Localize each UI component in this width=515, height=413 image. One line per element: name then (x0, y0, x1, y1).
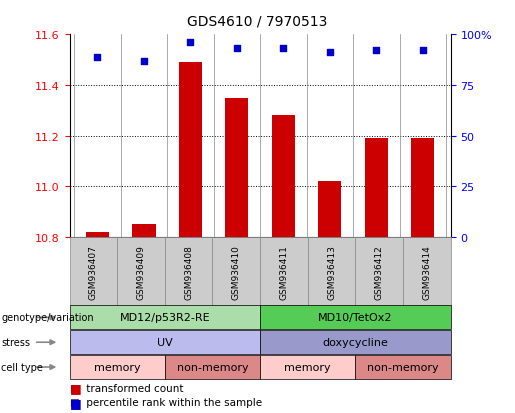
Text: MD12/p53R2-RE: MD12/p53R2-RE (119, 313, 210, 323)
Text: memory: memory (284, 362, 331, 372)
Text: GSM936414: GSM936414 (422, 244, 431, 299)
Point (279, 46, 287, 52)
Text: GSM936407: GSM936407 (89, 244, 98, 299)
Text: ■: ■ (70, 396, 81, 409)
Bar (225, 98, 248, 237)
Text: non-memory: non-memory (177, 362, 248, 372)
Bar (365, 139, 388, 237)
Text: genotype/variation: genotype/variation (1, 313, 94, 323)
Point (325, 50, 334, 57)
Text: GSM936409: GSM936409 (136, 244, 145, 299)
Point (140, 58, 148, 65)
Text: ■  transformed count: ■ transformed count (70, 383, 183, 393)
Point (186, 40, 195, 47)
Text: stress: stress (1, 337, 30, 347)
Bar (272, 116, 295, 237)
Text: GSM936413: GSM936413 (327, 244, 336, 299)
Text: UV: UV (157, 337, 173, 347)
Bar (318, 182, 341, 237)
Point (233, 46, 241, 52)
Point (372, 48, 381, 55)
Text: GSM936412: GSM936412 (375, 244, 384, 299)
Text: doxycycline: doxycycline (322, 337, 388, 347)
Text: GSM936410: GSM936410 (232, 244, 241, 299)
Text: ■: ■ (70, 382, 81, 394)
Bar (411, 139, 434, 237)
Text: GSM936411: GSM936411 (280, 244, 288, 299)
Text: memory: memory (94, 362, 141, 372)
Text: non-memory: non-memory (367, 362, 439, 372)
Bar (86, 233, 109, 237)
Text: cell type: cell type (1, 362, 43, 372)
Text: ■  percentile rank within the sample: ■ percentile rank within the sample (70, 398, 262, 408)
Bar (179, 63, 202, 237)
Text: MD10/TetOx2: MD10/TetOx2 (318, 313, 392, 323)
Bar (132, 225, 156, 237)
Text: GDS4610 / 7970513: GDS4610 / 7970513 (187, 14, 328, 28)
Point (419, 48, 427, 55)
Point (93, 54, 101, 61)
Text: GSM936408: GSM936408 (184, 244, 193, 299)
